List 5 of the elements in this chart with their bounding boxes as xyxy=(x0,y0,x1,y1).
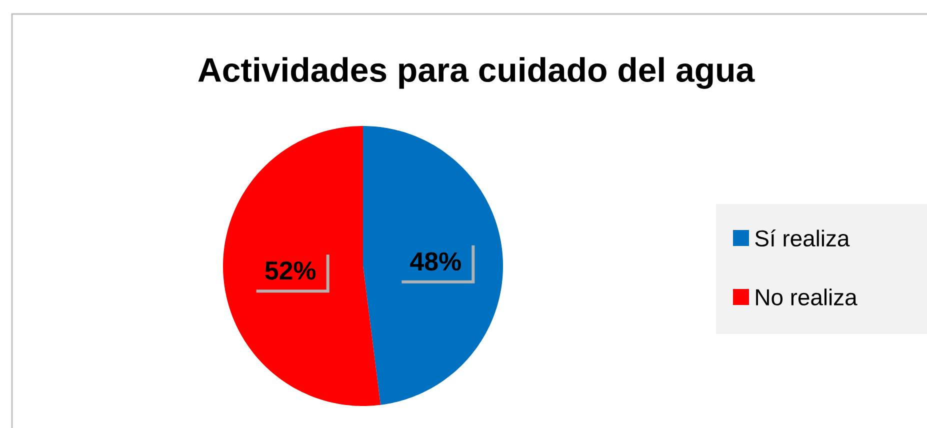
legend-label: Sí realiza xyxy=(755,229,850,247)
legend-label: No realiza xyxy=(756,288,858,306)
chart-title: Actividades para cuidado del agua xyxy=(198,57,755,89)
data-label: 52% xyxy=(265,261,316,280)
data-label: 48% xyxy=(410,252,461,271)
